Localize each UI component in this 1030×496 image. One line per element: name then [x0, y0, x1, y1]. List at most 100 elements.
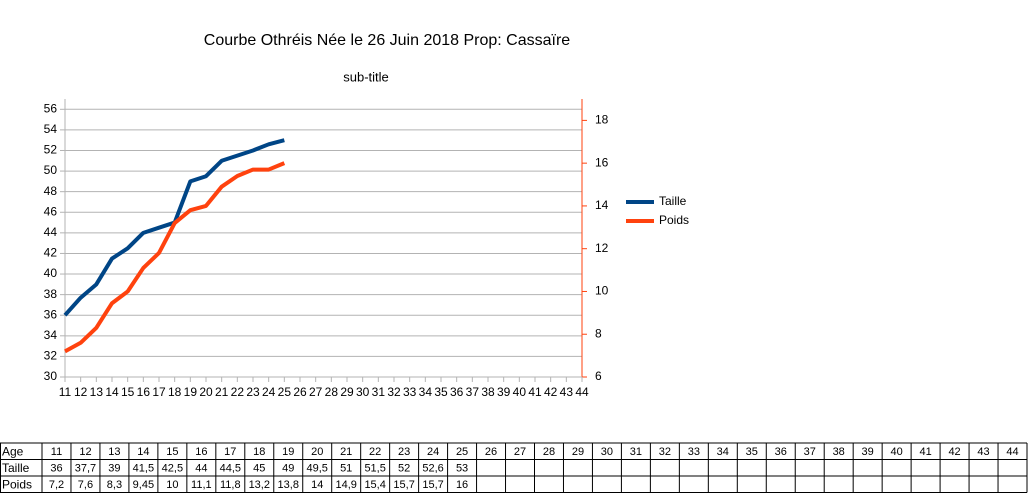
- table-cell: 41,5: [133, 463, 154, 475]
- table-cell: 39: [108, 463, 120, 475]
- table-cell: 43: [977, 446, 989, 458]
- table-cell: 24: [427, 446, 439, 458]
- table-cell: 25: [456, 446, 468, 458]
- table-cell: 32: [659, 446, 671, 458]
- table-cell: 14: [311, 479, 323, 491]
- y2-tick-label: 8: [595, 326, 602, 340]
- x-tick-label: 18: [168, 385, 182, 399]
- table-cell: 34: [717, 446, 729, 458]
- table-cell: 53: [456, 463, 468, 475]
- table-cell: 44,5: [220, 463, 241, 475]
- x-tick-label: 30: [356, 385, 370, 399]
- x-tick-label: 20: [199, 385, 213, 399]
- table-cell: 13,8: [278, 479, 299, 491]
- x-tick-label: 40: [513, 385, 527, 399]
- table-cell: 15: [166, 446, 178, 458]
- table-cell: 44: [1006, 446, 1018, 458]
- table-cell: 11,1: [191, 479, 212, 491]
- x-tick-label: 43: [560, 385, 574, 399]
- table-cell: 16: [456, 479, 468, 491]
- table-cell: 19: [282, 446, 294, 458]
- table-cell: 31: [630, 446, 642, 458]
- table-cell: 28: [543, 446, 555, 458]
- table-cell: 40: [891, 446, 903, 458]
- x-tick-label: 17: [152, 385, 166, 399]
- table-row-header: Poids: [2, 477, 32, 491]
- y-tick-label: 30: [44, 369, 58, 383]
- y2-tick-label: 16: [595, 155, 609, 169]
- table-cell: 7,6: [78, 479, 93, 491]
- series-line: [63, 138, 285, 317]
- table-cell: 15,4: [364, 479, 385, 491]
- x-tick-label: 41: [528, 385, 542, 399]
- x-tick-label: 27: [309, 385, 323, 399]
- table-cell: 14: [137, 446, 149, 458]
- y-tick-label: 44: [44, 225, 58, 239]
- table-cell: 16: [195, 446, 207, 458]
- table-row-header: Taille: [2, 461, 30, 475]
- table-cell: 18: [253, 446, 265, 458]
- y-tick-label: 40: [44, 266, 58, 280]
- x-tick-label: 26: [293, 385, 307, 399]
- table-cell: 52,6: [422, 463, 443, 475]
- y-tick-label: 42: [44, 246, 58, 260]
- table-cell: 11,8: [220, 479, 241, 491]
- y2-tick-label: 10: [595, 284, 609, 298]
- table-cell: 42,5: [162, 463, 183, 475]
- table-cell: 27: [514, 446, 526, 458]
- x-tick-label: 35: [434, 385, 448, 399]
- table-cell: 13: [108, 446, 120, 458]
- chart-title: Courbe Othréis Née le 26 Juin 2018 Prop:…: [204, 32, 571, 49]
- x-tick-label: 23: [246, 385, 260, 399]
- y2-tick-label: 18: [595, 113, 609, 127]
- x-tick-label: 34: [419, 385, 433, 399]
- table-cell: 44: [195, 463, 207, 475]
- table-cell: 12: [79, 446, 91, 458]
- chart-subtitle: sub-title: [343, 69, 389, 84]
- table-cell: 13,2: [249, 479, 270, 491]
- table-cell: 26: [485, 446, 497, 458]
- table-cell: 38: [833, 446, 845, 458]
- table-cell: 35: [746, 446, 758, 458]
- table-cell: 9,45: [133, 479, 154, 491]
- table-cell: 36: [50, 463, 62, 475]
- x-tick-label: 16: [137, 385, 151, 399]
- table-cell: 22: [369, 446, 381, 458]
- x-tick-label: 36: [450, 385, 464, 399]
- table-cell: 49,5: [307, 463, 328, 475]
- table-cell: 51,5: [364, 463, 385, 475]
- table-cell: 42: [948, 446, 960, 458]
- x-tick-label: 39: [497, 385, 511, 399]
- table-cell: 15,7: [393, 479, 414, 491]
- x-tick-label: 14: [105, 385, 119, 399]
- y-tick-label: 32: [44, 349, 58, 363]
- table-cell: 37,7: [75, 463, 96, 475]
- table-cell: 41: [919, 446, 931, 458]
- y-tick-label: 52: [44, 143, 58, 157]
- y-tick-label: 36: [44, 307, 58, 321]
- legend-label: Taille: [659, 194, 687, 208]
- y-tick-label: 46: [44, 204, 58, 218]
- y-tick-label: 56: [44, 101, 58, 115]
- x-tick-label: 29: [340, 385, 354, 399]
- table-cell: 33: [688, 446, 700, 458]
- table-cell: 49: [282, 463, 294, 475]
- y-tick-label: 48: [44, 184, 58, 198]
- x-tick-label: 11: [59, 385, 72, 399]
- table-cell: 29: [572, 446, 584, 458]
- table-cell: 45: [253, 463, 265, 475]
- y2-tick-label: 12: [595, 241, 609, 255]
- table-cell: 52: [398, 463, 410, 475]
- table-cell: 36: [775, 446, 787, 458]
- table-cell: 15,7: [422, 479, 443, 491]
- table-cell: 17: [224, 446, 236, 458]
- table-cell: 10: [166, 479, 178, 491]
- x-tick-label: 13: [90, 385, 104, 399]
- table-cell: 23: [398, 446, 410, 458]
- x-tick-label: 37: [466, 385, 480, 399]
- series-line: [64, 161, 286, 354]
- y-tick-label: 34: [44, 328, 58, 342]
- x-tick-label: 15: [121, 385, 135, 399]
- table-cell: 14,9: [335, 479, 356, 491]
